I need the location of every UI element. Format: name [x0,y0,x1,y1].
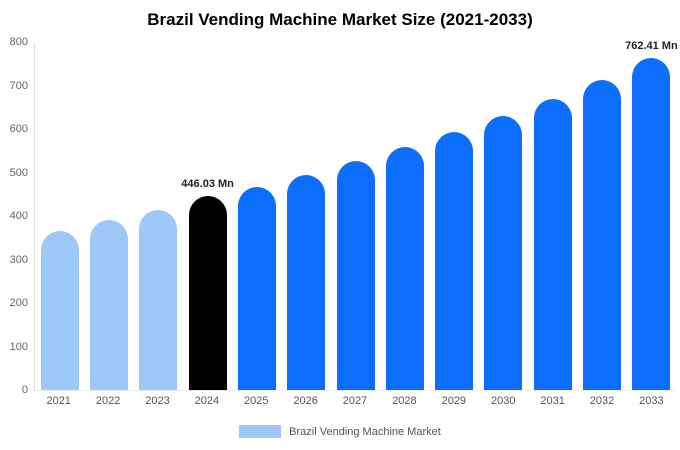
x-axis-tick-label-2026: 2026 [293,395,318,407]
bar-2024 [188,195,227,390]
y-axis-tick-label: 400 [9,210,28,222]
y-axis-tick-label: 100 [9,340,28,353]
bar-column-2033: 762.41 Mn [625,40,678,390]
bar-column-2022 [84,42,133,390]
x-axis-tick-label-2028: 2028 [392,395,417,407]
bar-column-2021 [35,42,84,390]
bar-2031 [533,99,572,390]
plot-area: 446.03 Mn 762.41 Mn 0 100 200 300 400 500 600 70… [10,36,678,396]
bar-column-2024: 446.03 Mn [181,42,234,390]
y-axis-tick-label: 300 [9,253,28,266]
bar-2028 [385,147,424,390]
bar-value-label-2024: 446.03 Mn [181,177,234,190]
y-axis-tick-label: 200 [9,297,28,309]
bar-2027 [336,160,375,390]
bar-column-2029 [430,42,479,390]
bar-2025 [237,186,276,390]
legend: Brazil Vending Machine Market [0,425,680,438]
bar-2029 [435,132,474,390]
bar-column-2030 [479,42,528,390]
y-axis-tick-label: 500 [9,166,28,179]
bar-column-2032 [577,42,626,390]
x-axis: 2021 2022 2023 2024 2025 2026 2027 2028 2029 2030… [34,395,676,413]
bar-column-2028 [380,42,429,390]
bar-column-2031 [528,42,577,390]
bars-row: 446.03 Mn 762.41 Mn [35,40,678,390]
bar-column-2026 [282,42,331,390]
x-axis-tick-label-2025: 2025 [244,395,269,407]
x-axis-tick-label-2031: 2031 [540,395,565,407]
x-axis-tick-label-2029: 2029 [441,395,467,407]
x-axis-tick-label-2033: 2033 [639,395,664,407]
x-axis-tick-label-2027: 2027 [342,395,368,407]
y-axis-tick-label: 600 [9,123,28,135]
bar-2022 [89,220,128,390]
bar-2021 [40,231,79,390]
bar-2030 [484,115,523,390]
legend-swatch [239,425,282,438]
legend-label: Brazil Vending Machine Market [289,425,441,438]
x-axis-tick-label-2024: 2024 [194,395,220,407]
x-axis-tick-label-2022: 2022 [95,395,121,407]
y-axis-tick-label: 700 [9,79,28,92]
bar-value-label-2033: 762.41 Mn [625,40,678,53]
bar-column-2023 [134,42,183,390]
bar-2033 [632,58,671,390]
chart-title: Brazil Vending Machine Market Size (2021… [147,10,533,29]
x-axis-tick-label-2030: 2030 [490,395,516,407]
y-axis-tick-label: 0 [21,384,28,396]
bar-2032 [583,80,622,390]
bar-2026 [287,174,326,390]
x-axis-tick-label-2032: 2032 [589,395,615,407]
bar-column-2025 [232,42,281,390]
x-axis-tick-label-2021: 2021 [46,395,71,407]
bar-2023 [139,210,178,390]
y-axis-tick-label: 800 [9,36,28,48]
bar-column-2027 [331,42,380,390]
x-axis-tick-label-2023: 2023 [145,395,170,407]
